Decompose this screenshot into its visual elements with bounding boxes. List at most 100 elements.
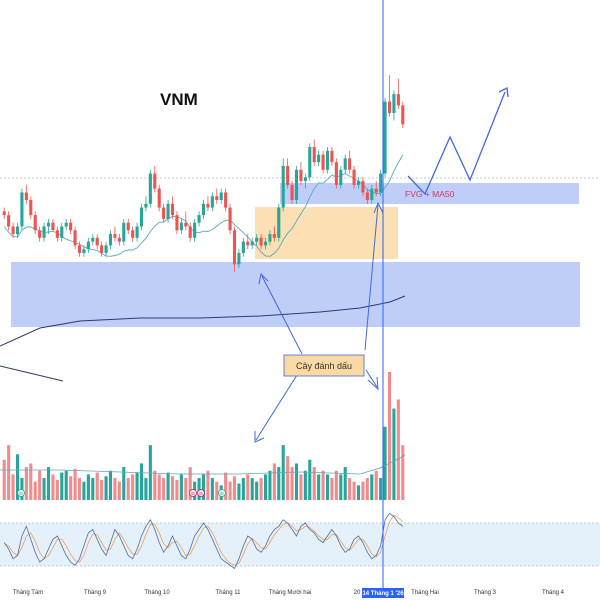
volume-bar xyxy=(139,463,144,500)
event-badge xyxy=(218,489,226,497)
candle xyxy=(42,226,46,238)
volume-bar xyxy=(228,481,232,500)
event-badge xyxy=(197,489,205,497)
volume-bar xyxy=(250,478,254,500)
candle xyxy=(210,196,214,208)
candle xyxy=(162,207,166,219)
volume-bar xyxy=(29,463,33,500)
volume-bar xyxy=(383,426,387,500)
volume-bar xyxy=(77,478,82,500)
volume-bar xyxy=(135,472,139,500)
crosshair-date-label: 14 Tháng 1 '26 xyxy=(362,591,404,597)
candle xyxy=(86,241,90,250)
candle xyxy=(29,200,33,216)
candle xyxy=(91,237,95,242)
volume-bar xyxy=(365,478,369,500)
marker-label-box xyxy=(283,354,365,377)
candle xyxy=(219,192,223,200)
volume-bar xyxy=(294,463,299,500)
volume-bar xyxy=(46,467,51,500)
x-tick-label: Tháng 10 xyxy=(144,590,170,596)
volume-bar xyxy=(303,470,307,500)
volume-bar xyxy=(131,474,135,500)
fvg-label: FVG + MA50 xyxy=(405,189,455,199)
candle xyxy=(38,230,42,238)
volume-bar xyxy=(188,467,192,500)
candle xyxy=(228,207,232,231)
volume-bar xyxy=(387,372,392,500)
projection-path xyxy=(407,91,506,196)
volume-bar xyxy=(153,470,157,500)
candle xyxy=(131,230,135,238)
volume-bar xyxy=(175,479,179,500)
candle xyxy=(60,226,64,238)
volume-bar xyxy=(95,472,99,500)
candle xyxy=(24,192,28,200)
volume-bar xyxy=(370,474,374,500)
volume-bar xyxy=(91,478,95,500)
candle xyxy=(215,196,219,200)
candle xyxy=(370,188,374,200)
candle xyxy=(339,169,343,185)
candle xyxy=(317,154,321,163)
volume-bar xyxy=(263,474,268,500)
candle xyxy=(184,222,188,227)
candle xyxy=(193,222,197,238)
volume-bar xyxy=(104,476,108,500)
candle xyxy=(157,188,161,208)
volume-bar xyxy=(352,481,356,500)
candle xyxy=(117,237,121,242)
candle xyxy=(148,173,152,204)
candle xyxy=(232,230,237,265)
candle xyxy=(2,211,6,216)
candle xyxy=(7,215,11,227)
volume-bar xyxy=(24,467,28,500)
support-zone-lower xyxy=(11,262,580,327)
candle xyxy=(334,162,338,185)
volume-bar xyxy=(60,472,64,500)
volume-bar xyxy=(33,481,37,500)
volume-bar xyxy=(312,467,316,500)
event-badge xyxy=(189,489,197,497)
event-badges: D D D D xyxy=(17,489,226,497)
candle xyxy=(325,150,330,170)
volume-bar xyxy=(259,478,263,500)
candle xyxy=(255,237,259,242)
candle xyxy=(15,226,20,235)
candle xyxy=(250,241,254,246)
ma-left-line xyxy=(0,365,64,382)
volume-bar xyxy=(237,483,241,500)
candle xyxy=(188,226,192,238)
volume-bar xyxy=(11,474,15,500)
volume-bar xyxy=(69,476,73,500)
volume-bar xyxy=(170,476,175,500)
volume-bar xyxy=(117,481,121,500)
volume-bar xyxy=(86,474,90,500)
volume-bar xyxy=(379,478,383,500)
candle xyxy=(308,147,312,178)
stochastic-k-line xyxy=(3,512,404,570)
candle xyxy=(55,230,59,238)
candle xyxy=(352,169,356,185)
candle xyxy=(299,169,303,182)
volume-bar xyxy=(317,474,321,500)
volume-bar xyxy=(73,468,77,500)
volume-bar xyxy=(343,467,347,500)
candle xyxy=(374,188,378,193)
projection-arrowhead-icon xyxy=(498,87,509,98)
x-axis: Tháng Tám Tháng 9 Tháng 10 Tháng 11 Thán… xyxy=(13,588,565,598)
candle xyxy=(206,203,210,208)
volume-bar xyxy=(290,467,294,500)
volume-bar xyxy=(55,479,59,500)
candle xyxy=(361,181,365,193)
volume-bar xyxy=(361,481,365,500)
volume-bar xyxy=(401,445,405,500)
candle xyxy=(69,222,73,231)
volume-bar xyxy=(224,472,228,500)
volume-bar xyxy=(108,470,113,500)
candle xyxy=(246,241,250,246)
candle xyxy=(241,241,245,253)
candle xyxy=(144,203,148,208)
volume-bar xyxy=(374,470,378,500)
